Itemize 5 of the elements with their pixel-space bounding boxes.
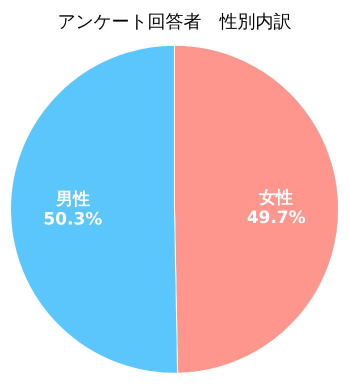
chart-title: アンケート回答者 性別内訳 (58, 11, 292, 32)
slice-label: 男性 (54, 190, 90, 210)
data-label: 50.3% (43, 210, 102, 230)
data-label: 49.7% (246, 208, 306, 228)
slice-label: 女性 (258, 188, 294, 208)
